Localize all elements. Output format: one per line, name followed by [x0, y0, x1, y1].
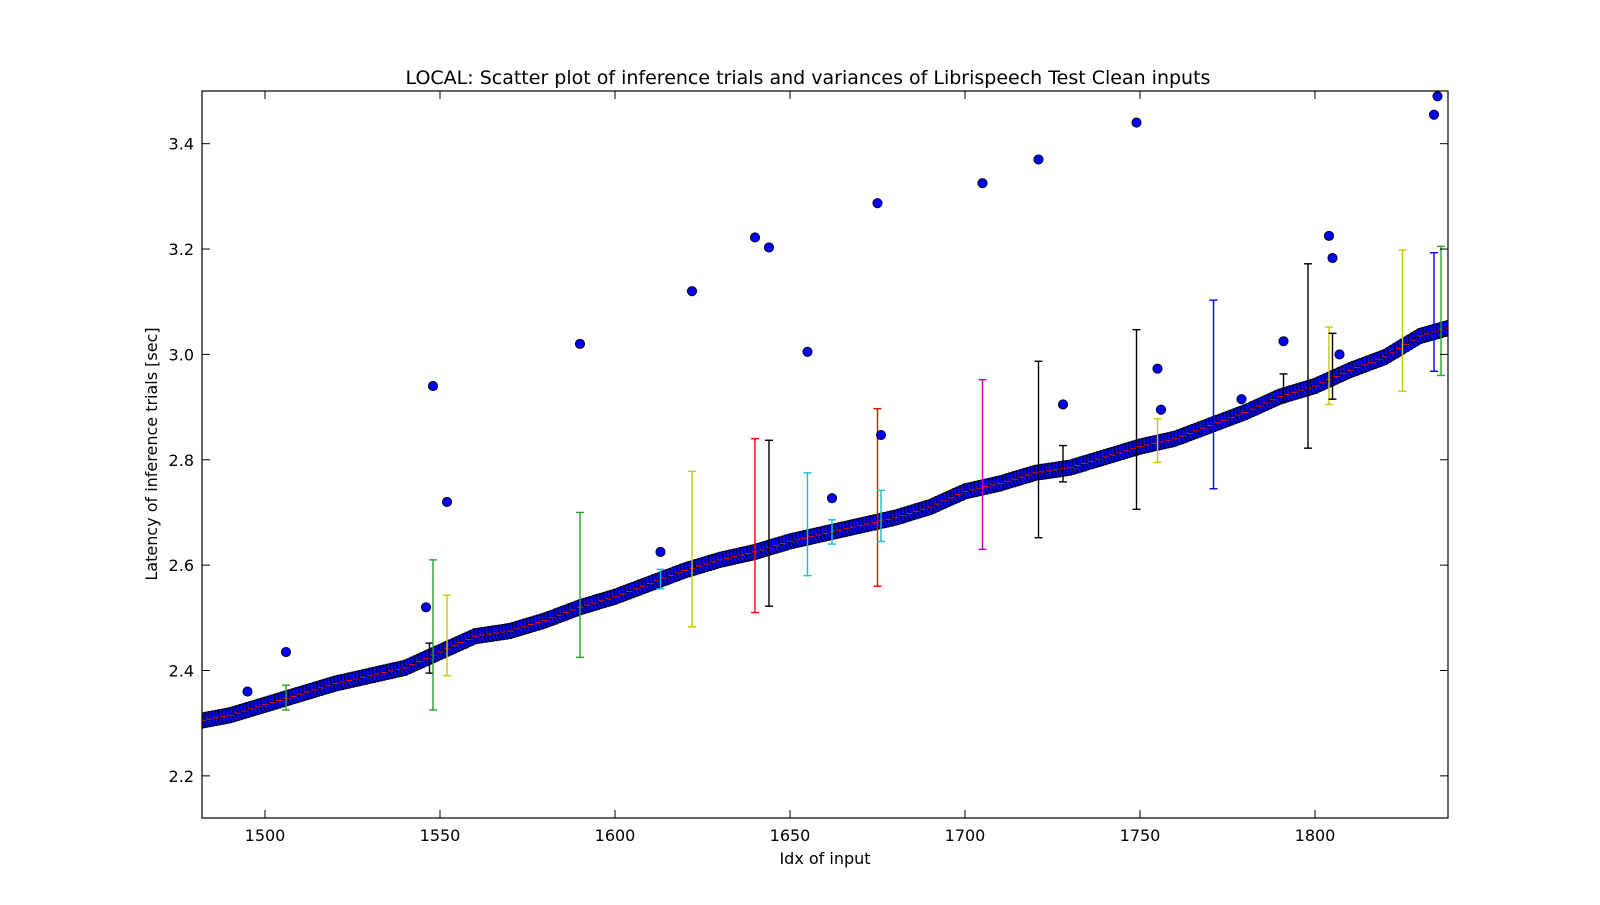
- outlier-point: [1334, 349, 1345, 360]
- x-tick-label: 1650: [770, 826, 811, 845]
- x-tick-label: 1750: [1120, 826, 1161, 845]
- trial-point: [1442, 319, 1448, 330]
- outlier-point: [1033, 154, 1044, 165]
- outlier-point: [1057, 399, 1069, 410]
- outlier-point: [1131, 117, 1142, 128]
- outlier-point: [826, 493, 838, 504]
- outlier-point: [1327, 252, 1338, 264]
- x-axis-label: Idx of input: [779, 849, 870, 868]
- outlier-point: [749, 232, 761, 243]
- outlier-point: [763, 242, 775, 253]
- y-tick-label: 2.6: [169, 556, 194, 575]
- x-tick-label: 1550: [420, 826, 461, 845]
- outlier-point: [441, 496, 453, 507]
- outlier-point: [427, 380, 439, 392]
- outlier-point: [574, 338, 586, 349]
- outlier-point: [872, 198, 883, 209]
- x-tick-label: 1700: [945, 826, 986, 845]
- outlier-point: [1432, 91, 1443, 102]
- y-tick-label: 3.0: [169, 345, 194, 364]
- chart-title: LOCAL: Scatter plot of inference trials …: [406, 67, 1211, 89]
- y-tick-label: 2.8: [169, 451, 194, 470]
- outlier-point: [1152, 363, 1163, 374]
- x-tick-label: 1500: [245, 826, 286, 845]
- y-tick-label: 3.2: [169, 240, 194, 259]
- outlier-point: [1323, 230, 1335, 241]
- outlier-point: [420, 602, 432, 613]
- outlier-point: [1278, 336, 1289, 347]
- outlier-point: [1236, 394, 1247, 405]
- outlier-point: [1428, 109, 1440, 120]
- plot-area: [202, 91, 1448, 729]
- y-axis-label: Latency of inference trials [sec]: [142, 327, 161, 580]
- x-tick-label: 1600: [595, 826, 636, 845]
- outlier-point: [802, 346, 813, 357]
- outlier-point: [686, 286, 698, 297]
- outlier-point: [875, 429, 887, 441]
- outlier-point: [977, 178, 988, 189]
- plot-frame: [201, 90, 1449, 819]
- y-tick-label: 2.2: [169, 767, 194, 786]
- y-tick-label: 3.4: [169, 135, 194, 154]
- outlier-point: [280, 647, 292, 658]
- outlier-point: [242, 686, 253, 697]
- outlier-point: [1155, 404, 1167, 415]
- x-tick-label: 1800: [1295, 826, 1336, 845]
- y-tick-label: 2.4: [169, 661, 194, 680]
- axis-ticks: 1500 1550 1600 1650 1700 1750 1800 2.2 2.4 2.6 2.8…: [169, 91, 1448, 845]
- outlier-point: [655, 546, 666, 558]
